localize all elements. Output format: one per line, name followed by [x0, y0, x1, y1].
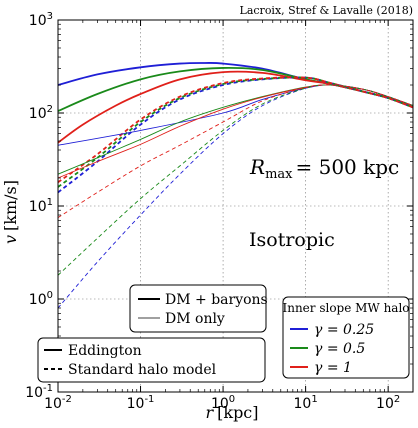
legend-method-item-2: Standard halo model — [68, 362, 217, 378]
legend-method-item-1: Eddington — [68, 343, 142, 359]
legend-slope: Inner slope MW halo γ = 0.25 γ = 0.5 γ =… — [282, 296, 410, 379]
series-line-gamma-1-dm-baryons-shm — [57, 76, 414, 183]
series-group — [57, 62, 414, 309]
x-tick-label: 100 — [211, 394, 235, 412]
y-tick-label: 103 — [29, 11, 53, 29]
svg-text:r[kpc]: r [kpc] — [205, 403, 258, 422]
y-tick-label: 100 — [29, 290, 53, 308]
legend-mass-item-2: DM only — [165, 311, 225, 327]
rmax-annotation: Rmax = 500 kpc — [249, 155, 399, 182]
legend-slope-item-2: γ = 0.5 — [314, 341, 365, 357]
legend-slope-item-3: γ = 1 — [314, 360, 352, 376]
x-axis-var: r — [205, 403, 214, 422]
x-tick-label: 10-2 — [44, 394, 72, 412]
y-tick-label: 10-1 — [25, 383, 53, 401]
legend-slope-item-1: γ = 0.25 — [314, 322, 374, 338]
y-tick-label: 102 — [29, 104, 53, 122]
legend-mass: DM + baryons DM only — [129, 284, 268, 333]
y-tick-label: 101 — [29, 197, 53, 215]
x-axis-unit: [kpc] — [217, 403, 258, 422]
x-tick-label: 101 — [294, 394, 318, 412]
svg-text:v[km/s]: v [km/s] — [1, 180, 20, 244]
x-tick-label: 102 — [376, 394, 400, 412]
citation-label: Lacroix, Stref & Lavalle (2018) — [240, 4, 413, 17]
rmax-var: R — [249, 155, 265, 179]
rmax-sub: max — [265, 167, 293, 182]
y-axis-unit: [km/s] — [1, 180, 20, 231]
legend-mass-item-1: DM + baryons — [165, 292, 268, 308]
x-tick-label: 10-1 — [127, 394, 155, 412]
y-axis-label: v [km/s] — [1, 180, 20, 244]
legend-method: Eddington Standard halo model — [37, 337, 266, 383]
anisotropy-annotation: Isotropic — [249, 229, 335, 251]
x-axis-label: r [kpc] — [205, 403, 258, 422]
y-axis-var: v — [1, 235, 20, 244]
legend-slope-title: Inner slope MW halo — [282, 301, 409, 315]
rmax-value: = 500 kpc — [295, 155, 399, 179]
series-line-gamma-1-dm-only-shm — [57, 84, 414, 218]
